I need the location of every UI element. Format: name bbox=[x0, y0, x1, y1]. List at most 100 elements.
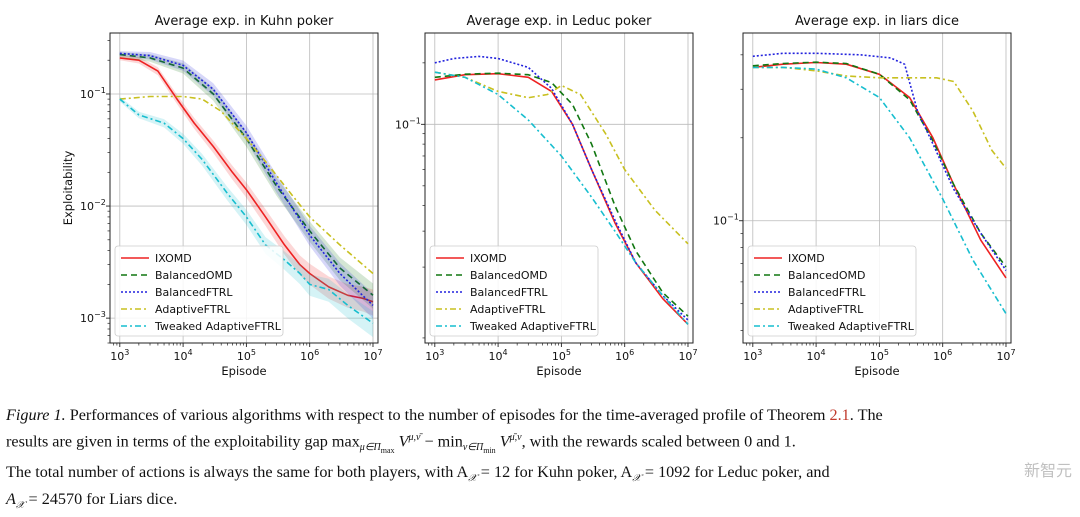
caption-line-2: results are given in terms of the exploi… bbox=[6, 431, 796, 456]
x-tick-base: 10 bbox=[552, 350, 566, 363]
x-tick-base: 10 bbox=[425, 350, 439, 363]
x-axis-label: Episode bbox=[221, 364, 266, 378]
x-tick-base: 10 bbox=[807, 350, 821, 363]
y-tick-label: 10−1 bbox=[80, 86, 106, 101]
x-tick-exponent: 6 bbox=[947, 348, 952, 357]
x-tick-label: 103 bbox=[110, 348, 129, 363]
plot-frame bbox=[109, 32, 379, 344]
x-tick-base: 10 bbox=[933, 350, 947, 363]
series-band-2 bbox=[119, 52, 373, 309]
series-line-3 bbox=[119, 52, 374, 306]
x-tick-exponent: 5 bbox=[251, 348, 256, 357]
x-tick-exponent: 3 bbox=[124, 348, 129, 357]
series-band-1 bbox=[119, 55, 373, 316]
legend-label-4: AdaptiveFTRL bbox=[470, 303, 546, 316]
x-tick-label: 107 bbox=[363, 348, 382, 363]
x-tick-label: 107 bbox=[678, 348, 697, 363]
legend-label-2: BalancedOMD bbox=[788, 269, 865, 282]
x-tick-label: 105 bbox=[552, 348, 571, 363]
y-tick-label: 10−3 bbox=[80, 310, 106, 325]
x-tick-exponent: 5 bbox=[884, 348, 889, 357]
series-line-2 bbox=[752, 61, 1007, 268]
y-axis-label: Exploitability bbox=[61, 151, 75, 226]
x-tick-exponent: 4 bbox=[188, 348, 193, 357]
series-band-3 bbox=[119, 51, 373, 319]
x-tick-label: 104 bbox=[807, 348, 826, 363]
x-tick-label: 104 bbox=[489, 348, 508, 363]
legend: IXOMD BalancedOMD BalancedFTRL AdaptiveFTRL… bbox=[747, 245, 917, 337]
legend-label-1: IXOMD bbox=[155, 252, 192, 265]
y-tick-base: 10 bbox=[395, 118, 409, 131]
theorem-reference-link[interactable]: 2.1 bbox=[829, 406, 850, 424]
legend-label-5: Tweaked AdaptiveFTRL bbox=[787, 320, 915, 333]
x-tick-exponent: 5 bbox=[566, 348, 571, 357]
x-tick-base: 10 bbox=[870, 350, 884, 363]
chart-title: Average exp. in liars dice bbox=[795, 14, 959, 29]
y-tick-exponent: −3 bbox=[94, 310, 106, 319]
series-band-5 bbox=[119, 96, 373, 338]
y-tick-label: 10−2 bbox=[80, 198, 106, 213]
y-tick-exponent: −1 bbox=[94, 86, 106, 95]
legend: IXOMD BalancedOMD BalancedFTRL AdaptiveFTRL… bbox=[114, 245, 284, 337]
legend: IXOMD BalancedOMD BalancedFTRL AdaptiveFTRL… bbox=[429, 245, 599, 337]
legend-label-2: BalancedOMD bbox=[155, 269, 232, 282]
figure-caption: Figure 1. Performances of various algori… bbox=[6, 405, 1076, 517]
x-tick-base: 10 bbox=[489, 350, 503, 363]
legend-label-3: BalancedFTRL bbox=[788, 286, 866, 299]
x-tick-base: 10 bbox=[615, 350, 629, 363]
legend-label-3: BalancedFTRL bbox=[470, 286, 548, 299]
caption-line-1: Figure 1. Performances of various algori… bbox=[6, 406, 883, 424]
legend-label-1: IXOMD bbox=[470, 252, 507, 265]
x-tick-exponent: 3 bbox=[439, 348, 444, 357]
legend-label-5: Tweaked AdaptiveFTRL bbox=[154, 320, 282, 333]
watermark: 新智元 bbox=[1023, 461, 1072, 480]
x-tick-label: 106 bbox=[933, 348, 952, 363]
caption-figure-label: Figure 1. bbox=[6, 406, 66, 424]
legend-label-3: BalancedFTRL bbox=[155, 286, 233, 299]
x-axis-label: Episode bbox=[854, 364, 899, 378]
x-tick-exponent: 4 bbox=[821, 348, 826, 357]
series-line-1 bbox=[119, 57, 374, 303]
legend-box bbox=[429, 245, 599, 337]
x-tick-exponent: 7 bbox=[377, 348, 382, 357]
x-tick-exponent: 7 bbox=[692, 348, 697, 357]
legend-box bbox=[114, 245, 284, 337]
chart-title: Average exp. in Leduc poker bbox=[467, 14, 653, 29]
series-line-2 bbox=[434, 72, 689, 317]
x-tick-base: 10 bbox=[363, 350, 377, 363]
caption-line-4: A𝒳 = 24570 for Liars dice. bbox=[6, 490, 178, 512]
legend-label-1: IXOMD bbox=[788, 252, 825, 265]
series-line-4 bbox=[119, 95, 374, 275]
x-tick-label: 105 bbox=[870, 348, 889, 363]
series-group bbox=[752, 52, 1007, 315]
series-group bbox=[434, 55, 689, 325]
plot-frame bbox=[742, 32, 1012, 344]
x-tick-base: 10 bbox=[174, 350, 188, 363]
x-tick-label: 105 bbox=[237, 348, 256, 363]
x-tick-label: 103 bbox=[425, 348, 444, 363]
series-line-3 bbox=[434, 55, 689, 321]
y-tick-base: 10 bbox=[80, 312, 94, 325]
legend-label-2: BalancedOMD bbox=[470, 269, 547, 282]
x-tick-base: 10 bbox=[237, 350, 251, 363]
x-tick-exponent: 4 bbox=[503, 348, 508, 357]
x-tick-exponent: 3 bbox=[757, 348, 762, 357]
y-tick-exponent: −2 bbox=[94, 198, 106, 207]
series-line-3 bbox=[752, 52, 1007, 271]
y-tick-label: 10−1 bbox=[713, 213, 739, 228]
y-tick-base: 10 bbox=[80, 88, 94, 101]
y-tick-base: 10 bbox=[713, 215, 727, 228]
legend-label-4: AdaptiveFTRL bbox=[788, 303, 864, 316]
y-tick-base: 10 bbox=[80, 200, 94, 213]
series-line-1 bbox=[752, 61, 1007, 279]
x-tick-base: 10 bbox=[678, 350, 692, 363]
x-tick-exponent: 6 bbox=[314, 348, 319, 357]
legend-box bbox=[747, 245, 917, 337]
x-tick-exponent: 7 bbox=[1010, 348, 1015, 357]
series-group bbox=[119, 51, 374, 338]
y-tick-exponent: −1 bbox=[727, 213, 739, 222]
chart-title: Average exp. in Kuhn poker bbox=[155, 14, 334, 29]
